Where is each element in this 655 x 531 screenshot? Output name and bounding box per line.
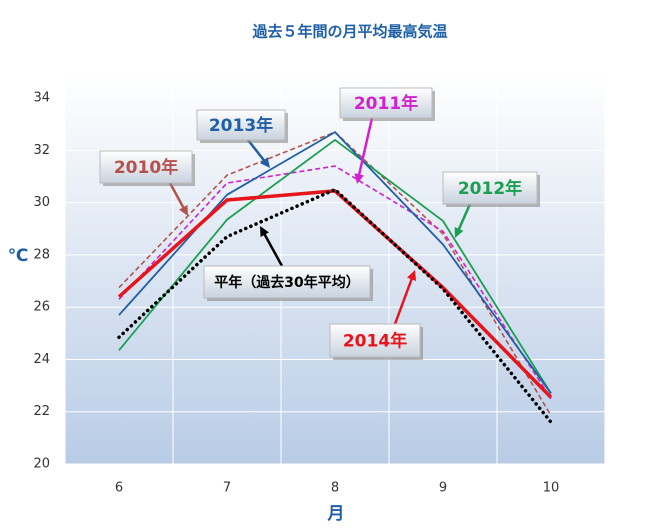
y-tick-label: 22 [33, 404, 50, 419]
series-line [118, 139, 552, 394]
callout-arrowhead [407, 270, 417, 281]
callout-arrow [357, 117, 374, 179]
series-line [117, 189, 553, 399]
callout-arrowhead [260, 157, 270, 168]
y-tick-label: 34 [33, 91, 50, 106]
callout-arrowhead [260, 226, 269, 237]
y-tick-label: 28 [33, 247, 50, 262]
callout-box [99, 150, 193, 184]
callout-arrow [168, 182, 187, 212]
y-tick-label: 32 [33, 143, 50, 158]
x-tick-label: 8 [331, 481, 339, 496]
legend-label: 平年（過去30年平均） [214, 274, 359, 291]
series-line [117, 187, 553, 424]
x-axis-label: 月 [327, 504, 345, 524]
series-line [118, 165, 552, 400]
callout-arrow [247, 139, 268, 165]
legend-label: 2010年 [114, 157, 178, 178]
callout-arrowhead [179, 205, 188, 216]
y-tick-label: 30 [33, 195, 50, 210]
y-tick-label: 26 [33, 300, 50, 315]
legend-label: 2012年 [458, 178, 522, 199]
callout-box [329, 323, 421, 358]
legend-label: 2014年 [343, 331, 407, 352]
legend-label: 2011年 [354, 93, 418, 114]
y-tick-label: 24 [33, 352, 50, 367]
legend-label: 2013年 [209, 115, 273, 136]
x-tick-label: 7 [223, 481, 231, 496]
callout-box [196, 109, 286, 141]
y-axis-label: ℃ [8, 246, 29, 266]
callout-arrow [393, 275, 415, 325]
y-tick-label: 20 [33, 457, 50, 472]
x-tick-label: 10 [543, 481, 560, 496]
x-tick-label: 9 [439, 481, 447, 496]
callout-arrow [261, 230, 284, 267]
callout-arrowhead [354, 173, 364, 184]
series-line [118, 131, 552, 394]
x-tick-label: 6 [115, 481, 123, 496]
callout-box [442, 171, 538, 205]
callout-box [339, 87, 433, 119]
chart-title: 過去５年間の月平均最高気温 [251, 23, 447, 41]
callout-box [203, 265, 371, 299]
callout-arrow [456, 203, 472, 234]
callout-arrowhead [454, 227, 464, 238]
